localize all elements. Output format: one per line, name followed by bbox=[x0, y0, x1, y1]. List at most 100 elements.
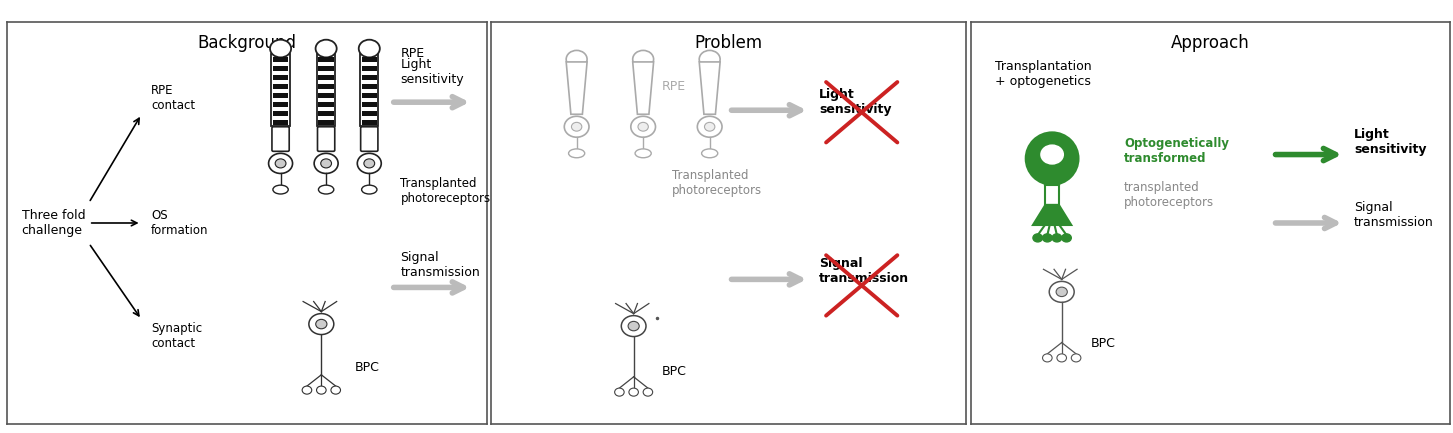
Text: Signal
transmission: Signal transmission bbox=[1354, 201, 1434, 229]
Text: Transplanted
photoreceptors: Transplanted photoreceptors bbox=[401, 177, 491, 205]
Circle shape bbox=[629, 388, 638, 396]
Circle shape bbox=[357, 153, 381, 174]
Text: BPC: BPC bbox=[355, 362, 379, 375]
Bar bbox=[360, 54, 378, 126]
Text: Light
sensitivity: Light sensitivity bbox=[819, 88, 892, 116]
Circle shape bbox=[615, 388, 625, 396]
Circle shape bbox=[309, 313, 334, 335]
Circle shape bbox=[1052, 234, 1062, 242]
Bar bbox=[318, 102, 334, 107]
Circle shape bbox=[1056, 287, 1068, 297]
Bar bbox=[362, 75, 376, 80]
Circle shape bbox=[1033, 234, 1043, 242]
Text: Problem: Problem bbox=[695, 34, 763, 52]
Ellipse shape bbox=[1026, 132, 1078, 185]
Circle shape bbox=[1062, 234, 1071, 242]
Circle shape bbox=[314, 153, 339, 174]
Text: RPE: RPE bbox=[663, 80, 686, 93]
Bar bbox=[273, 84, 288, 89]
Text: OS
formation: OS formation bbox=[151, 209, 209, 237]
Bar bbox=[362, 66, 376, 71]
Circle shape bbox=[1071, 354, 1081, 362]
Text: RPE: RPE bbox=[401, 47, 424, 60]
Circle shape bbox=[302, 386, 312, 394]
Circle shape bbox=[638, 123, 648, 131]
Circle shape bbox=[269, 153, 292, 174]
Bar bbox=[362, 111, 376, 116]
Bar bbox=[362, 84, 376, 89]
Circle shape bbox=[631, 116, 655, 137]
FancyBboxPatch shape bbox=[272, 127, 289, 151]
Bar bbox=[318, 111, 334, 116]
Ellipse shape bbox=[702, 149, 718, 158]
Circle shape bbox=[564, 116, 588, 137]
Circle shape bbox=[331, 386, 340, 394]
Text: RPE
contact: RPE contact bbox=[151, 84, 195, 112]
Ellipse shape bbox=[318, 185, 334, 194]
Circle shape bbox=[275, 159, 286, 168]
Circle shape bbox=[270, 40, 291, 58]
Bar bbox=[362, 93, 376, 98]
Text: Synaptic
contact: Synaptic contact bbox=[151, 322, 202, 350]
Bar bbox=[273, 120, 288, 125]
Circle shape bbox=[321, 159, 331, 168]
Circle shape bbox=[317, 386, 325, 394]
Text: Background: Background bbox=[198, 34, 296, 52]
Bar bbox=[362, 102, 376, 107]
Circle shape bbox=[1042, 234, 1052, 242]
Text: Signal
transmission: Signal transmission bbox=[819, 257, 910, 285]
Circle shape bbox=[632, 50, 654, 68]
Bar bbox=[318, 75, 334, 80]
Bar bbox=[273, 102, 288, 107]
Text: Transplantation
+ optogenetics: Transplantation + optogenetics bbox=[994, 60, 1091, 88]
Ellipse shape bbox=[273, 185, 288, 194]
Bar bbox=[318, 57, 334, 62]
Circle shape bbox=[622, 316, 647, 336]
Ellipse shape bbox=[568, 149, 584, 158]
Text: Three fold
challenge: Three fold challenge bbox=[22, 209, 86, 237]
Bar bbox=[362, 57, 376, 62]
Bar bbox=[318, 93, 334, 98]
Polygon shape bbox=[699, 62, 721, 114]
Circle shape bbox=[1040, 145, 1064, 164]
Text: Light
sensitivity: Light sensitivity bbox=[1354, 129, 1427, 156]
Bar bbox=[273, 93, 288, 98]
Polygon shape bbox=[1033, 205, 1071, 225]
Bar bbox=[272, 54, 289, 126]
Circle shape bbox=[1056, 354, 1067, 362]
Circle shape bbox=[315, 40, 337, 58]
Bar bbox=[318, 66, 334, 71]
Polygon shape bbox=[567, 62, 587, 114]
Text: Optogenetically
transformed: Optogenetically transformed bbox=[1125, 136, 1229, 165]
Circle shape bbox=[1049, 281, 1074, 302]
Circle shape bbox=[699, 50, 721, 68]
Text: transplanted
photoreceptors: transplanted photoreceptors bbox=[1125, 181, 1215, 209]
Text: BPC: BPC bbox=[1090, 337, 1116, 350]
Ellipse shape bbox=[635, 149, 651, 158]
Text: Signal
transmission: Signal transmission bbox=[401, 252, 479, 279]
Circle shape bbox=[315, 320, 327, 329]
Circle shape bbox=[705, 123, 715, 131]
Circle shape bbox=[571, 123, 581, 131]
Text: Transplanted
photoreceptors: Transplanted photoreceptors bbox=[671, 169, 761, 197]
Circle shape bbox=[628, 321, 639, 331]
Text: BPC: BPC bbox=[663, 365, 687, 378]
Circle shape bbox=[644, 388, 652, 396]
Circle shape bbox=[697, 116, 722, 137]
Text: Approach: Approach bbox=[1171, 34, 1250, 52]
Bar bbox=[317, 54, 336, 126]
Circle shape bbox=[359, 40, 379, 58]
Polygon shape bbox=[632, 62, 654, 114]
FancyBboxPatch shape bbox=[360, 127, 378, 151]
Bar bbox=[318, 120, 334, 125]
Circle shape bbox=[1042, 354, 1052, 362]
Bar bbox=[273, 111, 288, 116]
Ellipse shape bbox=[362, 185, 376, 194]
Circle shape bbox=[363, 159, 375, 168]
Bar bbox=[273, 66, 288, 71]
Bar bbox=[318, 84, 334, 89]
FancyBboxPatch shape bbox=[318, 127, 334, 151]
Bar bbox=[362, 120, 376, 125]
Bar bbox=[273, 57, 288, 62]
Text: Light
sensitivity: Light sensitivity bbox=[401, 58, 464, 86]
